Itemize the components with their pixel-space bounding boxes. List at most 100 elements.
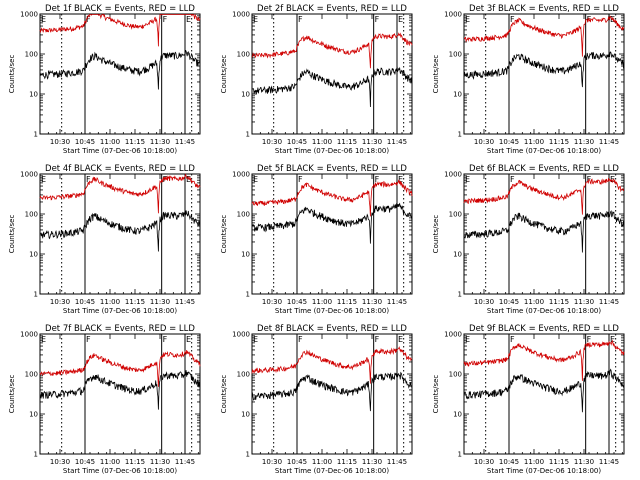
y-tick-label: 1: [458, 451, 462, 459]
y-tick-label: 100: [237, 211, 250, 219]
panel-det-9: Det 9f BLACK = Events, RED = LLD 1 10 100 10…: [432, 324, 625, 475]
panel-det-1: Det 1f BLACK = Events, RED = LLD 1 10 100 10…: [8, 4, 201, 155]
interval-flag: E: [465, 335, 470, 344]
lld-series-line: [463, 339, 625, 381]
y-tick-label: 100: [25, 211, 38, 219]
x-tick-label: 11:00: [524, 298, 544, 306]
x-tick-label: 10:30: [50, 138, 70, 146]
lld-series-line: [39, 349, 201, 387]
events-series-line: [39, 209, 201, 252]
x-tick-label: 11:30: [362, 458, 382, 466]
x-tick-label: 10:45: [75, 138, 95, 146]
x-tick-label: 10:30: [474, 298, 494, 306]
interval-flag: F: [510, 335, 515, 344]
y-axis-label: Counts/sec: [432, 55, 440, 94]
plot-frame: [463, 173, 625, 295]
interval-flag: F: [163, 335, 168, 344]
x-tick-label: 11:15: [337, 458, 357, 466]
x-tick-label: 11:00: [312, 458, 332, 466]
interval-flag: F: [298, 15, 303, 24]
interval-flag: F: [86, 335, 91, 344]
events-series-line: [463, 368, 625, 413]
x-axis-label: Start Time (07-Dec-06 10:18:00): [275, 307, 389, 315]
y-tick-label: 10: [453, 91, 462, 99]
x-tick-label: 11:30: [362, 298, 382, 306]
interval-flag: E: [253, 335, 258, 344]
x-tick-label: 10:45: [499, 138, 519, 146]
x-tick-label: 11:30: [150, 458, 170, 466]
plot-frame: [39, 333, 201, 455]
panel-title: Det 6f BLACK = Events, RED = LLD: [469, 164, 619, 174]
y-tick-label: 1000: [232, 331, 250, 339]
y-tick-label: 1000: [444, 171, 462, 179]
x-axis-label: Start Time (07-Dec-06 10:18:00): [487, 147, 601, 155]
interval-flag: F: [86, 15, 91, 24]
panel-title: Det 8f BLACK = Events, RED = LLD: [257, 324, 407, 334]
x-tick-label: 11:45: [387, 458, 407, 466]
y-axis-label: Counts/sec: [432, 215, 440, 254]
events-series-line: [463, 51, 625, 88]
y-axis-label: Counts/sec: [220, 55, 228, 94]
x-tick-label: 10:30: [262, 138, 282, 146]
x-tick-label: 10:30: [474, 138, 494, 146]
panel-title: Det 1f BLACK = Events, RED = LLD: [45, 4, 195, 14]
y-tick-label: 1: [34, 451, 38, 459]
y-tick-label: 100: [449, 371, 462, 379]
interval-flag: E: [398, 175, 403, 184]
x-tick-label: 11:00: [100, 298, 120, 306]
plot-frame: [251, 173, 413, 295]
x-tick-label: 11:15: [125, 138, 145, 146]
plot-frame: [39, 173, 201, 295]
x-tick-label: 10:45: [499, 458, 519, 466]
x-tick-label: 10:45: [287, 458, 307, 466]
interval-flag: E: [41, 335, 46, 344]
panel-title: Det 2f BLACK = Events, RED = LLD: [257, 4, 407, 14]
y-tick-label: 1000: [232, 11, 250, 19]
x-tick-label: 11:00: [312, 298, 332, 306]
interval-flag: E: [610, 335, 615, 344]
interval-flag: F: [375, 175, 380, 184]
x-tick-label: 11:45: [387, 298, 407, 306]
y-tick-label: 1000: [20, 11, 38, 19]
panel-title: Det 3f BLACK = Events, RED = LLD: [469, 4, 619, 14]
x-tick-label: 10:30: [474, 458, 494, 466]
x-tick-label: 11:45: [599, 138, 619, 146]
interval-flag: E: [398, 335, 403, 344]
x-tick-label: 10:45: [499, 298, 519, 306]
y-axis-label: Counts/sec: [220, 375, 228, 414]
interval-flag: E: [186, 15, 191, 24]
y-axis-label: Counts/sec: [8, 215, 16, 254]
panel-title: Det 7f BLACK = Events, RED = LLD: [45, 324, 195, 334]
panel-title: Det 4f BLACK = Events, RED = LLD: [45, 164, 195, 174]
panel-det-6: Det 6f BLACK = Events, RED = LLD 1 10 100 10…: [432, 164, 625, 315]
x-tick-label: 11:15: [337, 138, 357, 146]
x-tick-label: 10:30: [50, 298, 70, 306]
events-series-line: [251, 371, 413, 412]
y-tick-label: 1: [458, 291, 462, 299]
events-series-line: [251, 202, 413, 244]
lld-series-line: [463, 178, 624, 215]
panel-det-4: Det 4f BLACK = Events, RED = LLD 1 10 100 10…: [8, 164, 201, 315]
interval-flag: E: [41, 175, 46, 184]
x-tick-label: 11:00: [312, 138, 332, 146]
lld-series-line: [39, 173, 201, 214]
y-tick-label: 10: [453, 251, 462, 259]
y-tick-label: 10: [241, 91, 250, 99]
y-tick-label: 100: [237, 371, 250, 379]
y-tick-label: 1000: [232, 171, 250, 179]
x-tick-label: 11:00: [100, 458, 120, 466]
x-axis-label: Start Time (07-Dec-06 10:18:00): [487, 467, 601, 475]
interval-flag: E: [186, 335, 191, 344]
events-series-line: [39, 49, 201, 90]
plot-frame: [39, 13, 201, 135]
events-series-line: [39, 370, 201, 410]
x-axis-label: Start Time (07-Dec-06 10:18:00): [487, 307, 601, 315]
x-tick-label: 11:30: [574, 458, 594, 466]
panel-det-5: Det 5f BLACK = Events, RED = LLD 1 10 100 10…: [220, 164, 413, 315]
x-axis-label: Start Time (07-Dec-06 10:18:00): [63, 307, 177, 315]
y-tick-label: 10: [29, 91, 38, 99]
y-tick-label: 10: [453, 411, 462, 419]
y-tick-label: 1000: [20, 331, 38, 339]
lld-series-line: [463, 15, 625, 57]
lld-series-line: [251, 346, 413, 384]
